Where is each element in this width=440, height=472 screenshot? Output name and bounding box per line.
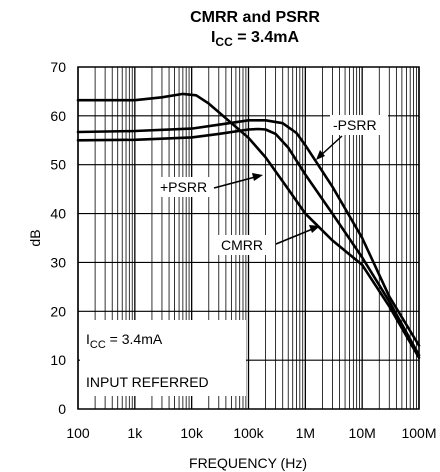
series-line-cmrr xyxy=(76,92,421,359)
y-tick-label: 10 xyxy=(50,352,66,368)
series-line-plus-psrr xyxy=(76,127,421,357)
x-tick-label: 1k xyxy=(127,425,143,441)
y-tick-label: 30 xyxy=(50,254,66,270)
annotation-ppsrr-arrow xyxy=(213,175,260,189)
note-icc: ICC = 3.4mA xyxy=(86,331,163,351)
annotation-cmrr-arrow xyxy=(275,227,316,245)
note-box: ICC = 3.4mA INPUT REFERRED xyxy=(80,320,246,396)
y-tick-label: 60 xyxy=(50,108,66,124)
note-box-bg xyxy=(80,320,246,396)
annotation-mpsrr-arrowhead xyxy=(316,150,325,160)
y-tick-label: 50 xyxy=(50,157,66,173)
annotation-mpsrr-bg xyxy=(330,115,388,135)
note-sub: CC xyxy=(90,339,106,351)
annotation-cmrr-arrowhead xyxy=(309,225,320,233)
annotation-mpsrr-label: -PSRR xyxy=(333,117,377,133)
annotation-ppsrr-label: +PSRR xyxy=(160,179,207,195)
annotation-mpsrr: -PSRR xyxy=(316,115,388,160)
annotation-ppsrr-bg xyxy=(158,177,216,197)
note-rest: = 3.4mA xyxy=(106,331,163,347)
title-i: I xyxy=(211,29,215,46)
series-lines xyxy=(76,92,421,359)
x-tick-label: 1M xyxy=(296,425,315,441)
chart-title-line1: CMRR and PSRR xyxy=(190,9,320,26)
chart-title-line2: ICC = 3.4mA xyxy=(211,29,300,49)
y-tick-label: 70 xyxy=(50,59,66,75)
series-line-minus-psrr xyxy=(76,119,421,347)
annotation-ppsrr: +PSRR xyxy=(158,173,263,197)
note-input-referred: INPUT REFERRED xyxy=(86,374,209,390)
y-axis-label: dB xyxy=(27,229,43,246)
x-tick-labels: 100 1k 10k 100k 1M 10M 100M xyxy=(66,425,436,441)
annotation-cmrr-label: CMRR xyxy=(221,237,263,253)
annotation-cmrr: CMRR xyxy=(218,225,320,255)
title-rest: = 3.4mA xyxy=(233,29,300,46)
x-tick-label: 100M xyxy=(401,425,436,441)
annotation-cmrr-bg xyxy=(218,235,274,255)
x-tick-label: 100 xyxy=(66,425,90,441)
x-tick-label: 10k xyxy=(180,425,204,441)
plot-frame xyxy=(77,66,420,410)
x-tick-label: 100k xyxy=(233,425,264,441)
y-tick-label: 20 xyxy=(50,303,66,319)
annotation-ppsrr-arrowhead xyxy=(252,173,263,181)
note-i: I xyxy=(86,331,90,347)
y-tick-labels: 0 10 20 30 40 50 60 70 xyxy=(50,59,66,417)
y-tick-label: 40 xyxy=(50,206,66,222)
x-axis-label: FREQUENCY (Hz) xyxy=(189,455,307,471)
x-tick-label: 10M xyxy=(349,425,376,441)
y-tick-label: 0 xyxy=(58,401,66,417)
title-sub: CC xyxy=(215,35,233,49)
